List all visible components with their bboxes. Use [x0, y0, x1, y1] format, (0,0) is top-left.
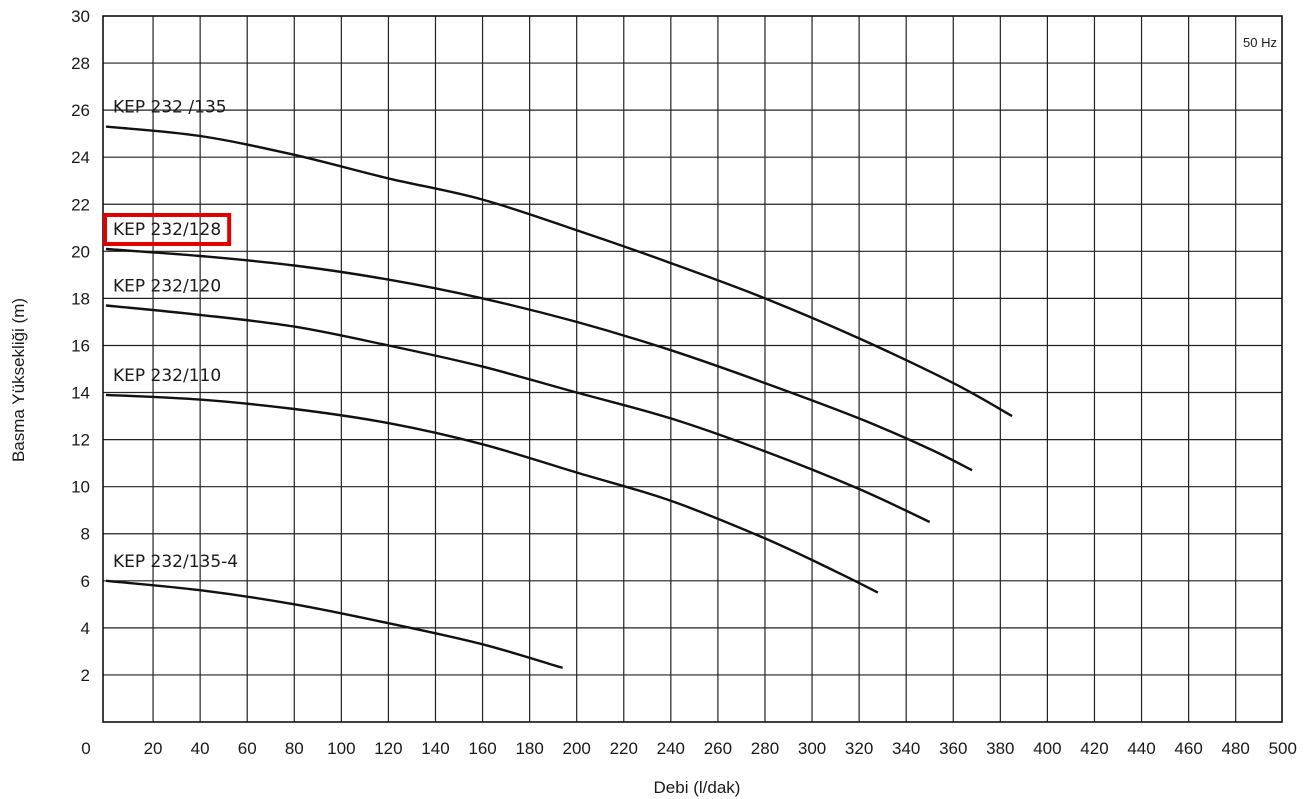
y-tick-label: 30 [71, 7, 90, 26]
x-axis-title: Debi (l/dak) [654, 778, 741, 797]
series-label-kep-232-128: KEP 232/128 [113, 220, 221, 240]
frequency-annotation: 50 Hz [1243, 35, 1277, 50]
curve-kep-232-128 [105, 247, 973, 472]
highlight-box [103, 212, 232, 246]
y-tick-label: 22 [71, 195, 90, 214]
curve-kep-232-120 [105, 304, 931, 524]
y-tick-label: 16 [71, 336, 90, 355]
x-tick-label: 320 [845, 739, 873, 758]
x-tick-label: 280 [751, 739, 779, 758]
y-tick-label: 10 [71, 478, 90, 497]
series-label-kep-232-135-4: KEP 232/135-4 [113, 552, 238, 572]
x-tick-label: 340 [892, 739, 920, 758]
x-tick-label: 0 [81, 739, 90, 758]
x-tick-label: 40 [191, 739, 210, 758]
y-tick-label: 6 [81, 572, 90, 591]
y-tick-label: 26 [71, 101, 90, 120]
y-tick-label: 24 [71, 148, 90, 167]
x-tick-label: 80 [285, 739, 304, 758]
y-tick-label: 2 [81, 666, 90, 685]
x-tick-label: 460 [1174, 739, 1202, 758]
x-tick-label: 380 [986, 739, 1014, 758]
series-label-kep-232-110: KEP 232/110 [113, 366, 221, 386]
x-tick-label: 200 [563, 739, 591, 758]
y-tick-label: 20 [71, 242, 90, 261]
x-tick-label: 500 [1269, 739, 1297, 758]
y-tick-label: 28 [71, 54, 90, 73]
curve-kep-232-110 [105, 393, 879, 594]
x-tick-label: 220 [610, 739, 638, 758]
x-tick-label: 420 [1080, 739, 1108, 758]
x-tick-label: 400 [1033, 739, 1061, 758]
y-tick-label: 4 [81, 619, 90, 638]
x-tick-label: 120 [374, 739, 402, 758]
x-tick-label: 300 [798, 739, 826, 758]
x-tick-label: 360 [939, 739, 967, 758]
series-label-kep-232-120: KEP 232/120 [113, 276, 221, 296]
x-tick-label: 440 [1127, 739, 1155, 758]
x-tick-label: 180 [515, 739, 543, 758]
x-tick-label: 240 [657, 739, 685, 758]
y-tick-label: 14 [71, 384, 90, 403]
curve-kep-232-135 [105, 125, 1013, 418]
x-tick-label: 20 [144, 739, 163, 758]
y-tick-label: 12 [71, 431, 90, 450]
x-tick-label: 100 [327, 739, 355, 758]
x-tick-label: 140 [421, 739, 449, 758]
curve-kep-232-135-4 [105, 579, 563, 670]
x-tick-label: 60 [238, 739, 257, 758]
x-tick-label: 480 [1221, 739, 1249, 758]
series-label-kep-232-135: KEP 232 /135 [113, 98, 227, 118]
y-tick-label: 18 [71, 289, 90, 308]
plot-frame [102, 15, 1283, 723]
x-tick-label: 160 [468, 739, 496, 758]
y-axis-title: Basma Yüksekliği (m) [9, 298, 28, 462]
x-tick-label: 260 [704, 739, 732, 758]
y-tick-label: 8 [81, 525, 90, 544]
